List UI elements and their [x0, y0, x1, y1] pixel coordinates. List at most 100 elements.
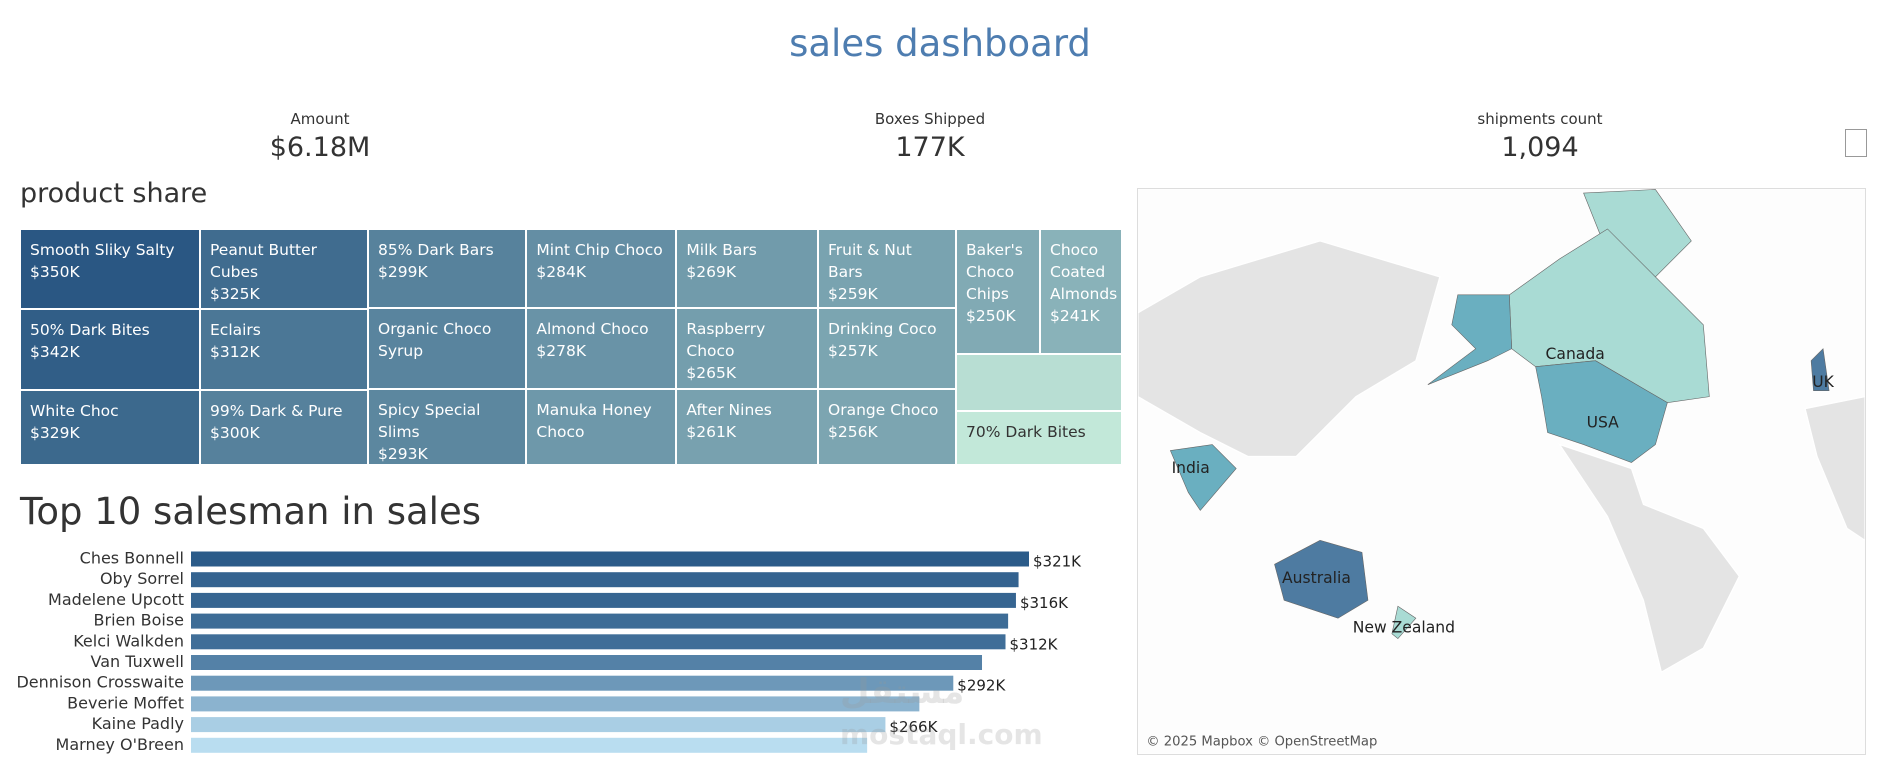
tile-value: $278K	[536, 342, 587, 361]
country	[1810, 348, 1830, 391]
treemap-tile: Peanut Butter Cubes $325K	[200, 229, 368, 310]
tile-value: $299K	[378, 263, 428, 281]
map-label: New Zealand	[1353, 618, 1455, 636]
treemap-tile: Choco Coated Almonds $241K	[1040, 229, 1122, 354]
bar	[191, 717, 886, 733]
treemap-tile: White Choc $329K	[20, 389, 200, 466]
bar-category: Oby Sorrel	[100, 569, 184, 588]
tile-name: 99% Dark & Pure	[210, 401, 343, 420]
map-label: UK	[1812, 373, 1834, 391]
land	[1138, 240, 1441, 458]
tile-value: $293K	[378, 444, 428, 463]
treemap-tile: Milk Bars $269K	[676, 229, 818, 309]
bar-category: Brien Boise	[94, 611, 184, 630]
bar	[191, 592, 1016, 608]
tile-name: Drinking Coco	[828, 320, 937, 339]
tile-name: 50% Dark Bites	[30, 321, 150, 340]
country	[1169, 444, 1237, 511]
map-attribution: © 2025 Mapbox © OpenStreetMap	[1146, 735, 1377, 750]
bar	[191, 675, 954, 691]
watermark: مستقل	[840, 672, 965, 712]
bar-chart-title: Top 10 salesman in sales	[20, 490, 482, 533]
bar-value-label: $312K	[1010, 635, 1059, 653]
bar-chart: Ches Bonnell $321K Oby Sorrel Madelene Upco…	[16, 549, 1082, 754]
bar	[191, 634, 1006, 650]
tile-name: Choco Coated Almonds	[1050, 241, 1118, 303]
treemap-tile: Organic Choco Syrup	[368, 308, 527, 389]
bar	[191, 737, 868, 753]
treemap-tile: Raspberry Choco $265K	[676, 308, 818, 389]
bar	[191, 613, 1009, 629]
tile-value: $261K	[686, 422, 737, 441]
treemap-tile: 70% Dark Bites	[956, 411, 1122, 466]
bar-category: Van Tuxwell	[90, 652, 184, 671]
kpi-value: 177K	[895, 132, 965, 163]
bar-category: Madelene Upcott	[48, 590, 184, 609]
bar	[191, 655, 983, 670]
tile-name: Spicy Special Slims	[378, 400, 481, 441]
tile-name: 70% Dark Bites	[966, 423, 1086, 442]
country	[1535, 360, 1668, 463]
tile-name: Manuka Honey Choco	[536, 400, 652, 441]
bar-value-label: $321K	[1033, 553, 1082, 571]
tile-value: $250K	[966, 307, 1016, 325]
watermark: mostaql.com	[840, 718, 1043, 751]
country	[1274, 540, 1369, 619]
tile-value: $350K	[30, 263, 80, 281]
kpi-value: 1,094	[1501, 132, 1579, 163]
map-label: USA	[1587, 413, 1620, 431]
tile-name: Fruit & Nut Bars	[828, 241, 912, 281]
tile-value: $342K	[30, 343, 80, 362]
treemap-title: product share	[20, 178, 208, 209]
tile-value: $329K	[30, 423, 80, 442]
treemap-tile: Mint Chip Choco $284K	[526, 229, 677, 309]
tile-name: Peanut Butter Cubes	[210, 241, 318, 281]
treemap-tile	[956, 353, 1122, 412]
bar-value-label: $316K	[1020, 594, 1069, 612]
menu-icon[interactable]	[1845, 129, 1867, 157]
tile-name: 85% Dark Bars	[378, 241, 494, 259]
treemap-tile: 99% Dark & Pure $300K	[200, 389, 368, 466]
tile-value: $312K	[210, 343, 260, 362]
land	[1558, 443, 1740, 674]
kpi-value: $6.18M	[269, 132, 371, 163]
country	[1427, 294, 1512, 385]
treemap-tile: Manuka Honey Choco	[526, 388, 677, 466]
bar-category: Kelci Walkden	[73, 631, 184, 650]
tile-name: After Nines	[686, 400, 772, 419]
bar-value-label: $266K	[889, 718, 938, 736]
treemap-tile: Fruit & Nut Bars $259K	[818, 229, 956, 309]
dashboard-title: sales dashboard	[789, 22, 1091, 65]
tile-value: $284K	[536, 263, 587, 281]
bar-category: Beverie Moffet	[67, 693, 184, 712]
tile-value: $257K	[828, 342, 878, 361]
tile-name: Baker's Choco Chips	[966, 241, 1023, 303]
tile-name: Mint Chip Choco	[536, 241, 663, 259]
tile-value: $265K	[686, 364, 737, 383]
kpi-label: Boxes Shipped	[874, 110, 986, 128]
tile-value: $256K	[828, 422, 878, 441]
treemap-tile: Spicy Special Slims $293K	[368, 388, 527, 466]
tile-name: White Choc	[30, 401, 119, 420]
map-label: Canada	[1546, 345, 1605, 363]
tile-name: Eclairs	[210, 321, 261, 340]
treemap-tile: Almond Choco $278K	[526, 308, 677, 389]
tile-value: $300K	[210, 423, 260, 442]
treemap-tile: Smooth Sliky Salty $350K	[20, 229, 200, 310]
kpi-label: shipments count	[1477, 110, 1603, 128]
bar	[191, 696, 920, 712]
tile-value: $269K	[686, 263, 737, 281]
treemap-tile: Drinking Coco $257K	[818, 308, 956, 389]
tile-name: Organic Choco Syrup	[378, 320, 492, 361]
map-label: Australia	[1282, 569, 1351, 587]
treemap-tile: Orange Choco $256K	[818, 388, 956, 466]
bar-category: Ches Bonnell	[80, 549, 184, 568]
map-label: India	[1172, 459, 1210, 477]
bar-category: Kaine Padly	[92, 714, 184, 733]
country	[1391, 605, 1417, 639]
treemap: Smooth Sliky Salty $350K 50% Dark Bites $34…	[20, 229, 1123, 466]
kpi-label: Amount	[290, 110, 350, 128]
treemap-tile: Eclairs $312K	[200, 309, 368, 390]
country	[1508, 228, 1710, 403]
